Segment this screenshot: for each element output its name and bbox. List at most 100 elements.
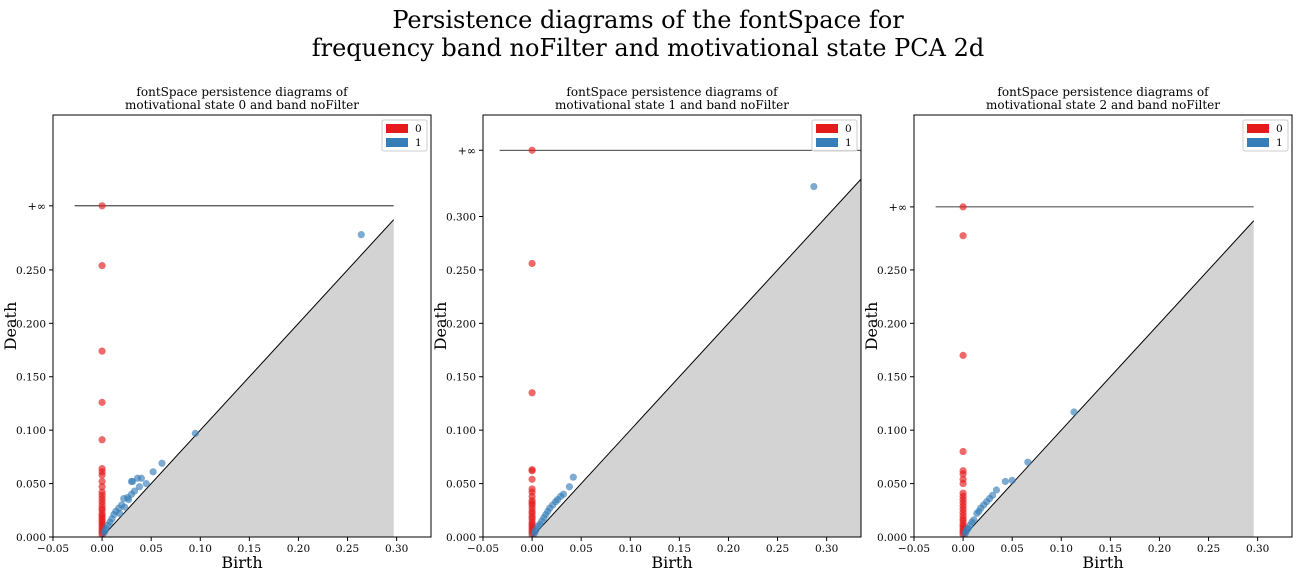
x-tick-label: 0.30	[385, 543, 408, 555]
point-dim0	[98, 347, 106, 355]
y-tick-label: 0.000	[446, 532, 476, 544]
x-tick-label: 0.25	[336, 543, 359, 555]
point-dim1	[530, 530, 538, 537]
x-tick-label: 0.10	[1050, 543, 1073, 555]
y-tick-label: 0.300	[446, 211, 476, 223]
point-dim1	[973, 509, 981, 518]
point-dim1	[191, 429, 199, 437]
x-axis-label: Birth	[651, 553, 692, 572]
x-tick-label: 0.10	[619, 543, 642, 555]
x-tick-label: 0.20	[287, 543, 310, 555]
x-axis-label: Birth	[1082, 553, 1123, 572]
infinity-label: +∞	[889, 201, 907, 214]
legend-label-0: 0	[1276, 123, 1283, 135]
point-dim0	[98, 483, 106, 491]
x-tick-label: 0.15	[668, 543, 691, 555]
x-tick-label: 0.00	[90, 543, 113, 555]
panel-1: fontSpace persistence diagrams ofmotivat…	[431, 85, 862, 572]
legend-swatch-0	[386, 124, 408, 133]
y-tick-label: 0.050	[16, 479, 46, 491]
panel-title-line1: fontSpace persistence diagrams of	[997, 85, 1210, 99]
point-dim0	[959, 470, 967, 478]
x-tick-label: 0.20	[717, 543, 740, 555]
point-dim0	[959, 351, 967, 359]
plot-area	[935, 203, 1255, 537]
point-dim0	[98, 398, 106, 406]
point-dim0	[98, 262, 106, 270]
y-tick-label: 0.200	[446, 318, 476, 330]
panel-title-line2: motivational state 0 and band noFilter	[125, 98, 359, 112]
point-dim0	[98, 471, 106, 479]
point-dim0	[528, 259, 536, 268]
y-tick-label: 0.050	[877, 479, 907, 491]
point-dim0	[528, 146, 536, 154]
infinity-label: +∞	[28, 200, 46, 213]
y-tick-label: 0.250	[16, 265, 46, 277]
diagonal-line	[962, 220, 1255, 537]
point-dim1	[142, 479, 150, 488]
legend-label-0: 0	[845, 123, 852, 135]
point-dim1	[158, 459, 166, 467]
point-dim1	[961, 530, 969, 537]
y-tick-label: 0.250	[877, 265, 907, 277]
point-dim0	[528, 475, 536, 483]
x-tick-label: 0.00	[951, 543, 974, 555]
x-tick-label: −0.05	[467, 543, 499, 555]
point-dim0	[528, 389, 536, 397]
figure-title: Persistence diagrams of the fontSpace fo…	[0, 6, 1296, 62]
point-dim0	[959, 203, 967, 211]
x-tick-label: 0.25	[1197, 543, 1220, 555]
point-dim1	[100, 529, 108, 537]
panel-title-line1: fontSpace persistence diagrams of	[566, 85, 779, 99]
y-tick-label: 0.100	[446, 425, 476, 437]
y-tick-label: 0.100	[877, 425, 907, 437]
legend-swatch-1	[816, 138, 838, 147]
y-tick-label: 0.150	[446, 372, 476, 384]
y-tick-label: 0.250	[446, 265, 476, 277]
y-tick-label: 0.200	[877, 318, 907, 330]
point-dim1	[1001, 477, 1009, 486]
x-tick-label: 0.20	[1148, 543, 1171, 555]
x-tick-label: 0.05	[139, 543, 162, 555]
y-axis-label: Death	[862, 302, 881, 351]
x-tick-label: 0.00	[520, 543, 543, 555]
legend-swatch-0	[1247, 124, 1269, 133]
axes-frame	[482, 114, 862, 538]
panel-2: fontSpace persistence diagrams ofmotivat…	[862, 85, 1293, 572]
panel-title-line2: motivational state 2 and band noFilter	[986, 98, 1220, 112]
x-tick-label: 0.15	[1099, 543, 1122, 555]
point-dim1	[125, 496, 133, 504]
x-axis-label: Birth	[221, 553, 262, 572]
y-tick-label: 0.150	[16, 372, 46, 384]
x-tick-label: −0.05	[898, 543, 930, 555]
point-dim1	[1024, 458, 1032, 466]
legend-swatch-1	[386, 138, 408, 147]
axes-frame	[913, 114, 1293, 538]
diagonal-line	[101, 219, 395, 537]
diagonal-line	[531, 178, 861, 537]
y-tick-label: 0.150	[877, 372, 907, 384]
legend-label-0: 0	[415, 123, 422, 135]
figure-title-line2: frequency band noFilter and motivational…	[311, 34, 985, 62]
x-tick-label: 0.10	[189, 543, 212, 555]
point-dim1	[992, 486, 1001, 494]
point-dim0	[959, 447, 967, 456]
y-tick-label: 0.100	[16, 425, 46, 437]
plot-area	[499, 146, 861, 537]
y-tick-label: 0.050	[446, 479, 476, 491]
point-dim1	[127, 477, 136, 486]
y-tick-label: 0.000	[877, 532, 907, 544]
figure-title-line1: Persistence diagrams of the fontSpace fo…	[392, 6, 904, 34]
point-dim1	[569, 473, 577, 481]
x-tick-label: 0.30	[1246, 543, 1269, 555]
legend-swatch-0	[816, 124, 838, 133]
point-dim1	[810, 182, 818, 191]
point-dim0	[98, 202, 106, 210]
point-dim1	[357, 231, 365, 239]
point-dim1	[565, 483, 574, 491]
x-tick-label: 0.25	[766, 543, 789, 555]
panel-title-line2: motivational state 1 and band noFilter	[555, 98, 789, 112]
point-dim0	[959, 232, 967, 240]
point-dim0	[98, 477, 106, 486]
y-tick-label: 0.000	[16, 532, 46, 544]
